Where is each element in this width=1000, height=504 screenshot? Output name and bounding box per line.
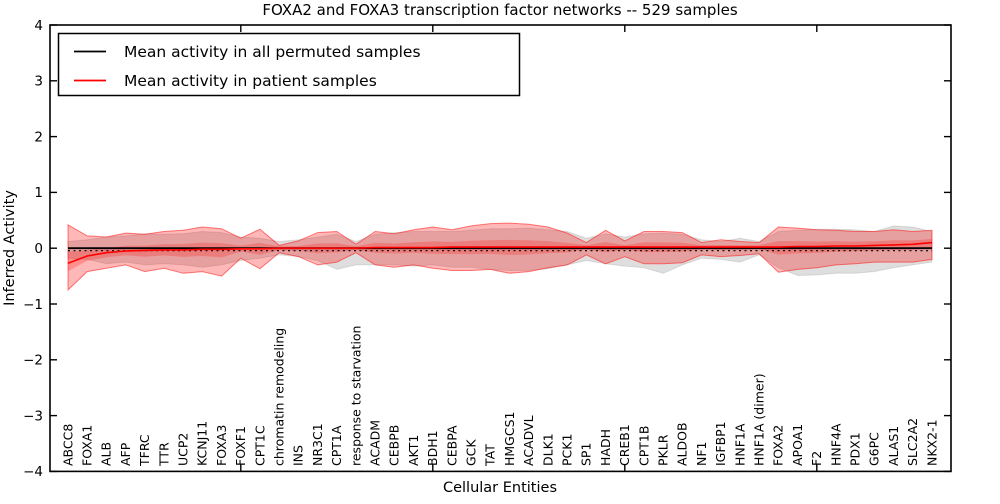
x-category-label: CEBPA	[444, 425, 459, 466]
x-category-label: PCK1	[559, 434, 574, 466]
x-category-label: IGFBP1	[713, 421, 728, 466]
plot-area: 4 3 2 1 0 −1 −2 −3 −4 ABCC8 FOXA1 ALB AFP TFRC TTR UCP2…	[23, 18, 951, 480]
x-category-label: ALB	[99, 442, 114, 466]
y-tick-label: −2	[23, 353, 43, 369]
y-tick-label: −1	[23, 297, 43, 313]
x-category-label: CPT1B	[636, 426, 651, 466]
x-category-label: GCK	[463, 439, 478, 466]
x-category-label: ALAS1	[886, 426, 901, 466]
x-category-label: CEBPB	[387, 425, 402, 466]
y-tick-label: 2	[34, 129, 43, 145]
x-category-label: TAT	[483, 444, 498, 467]
x-category-label: BDH1	[425, 430, 440, 466]
x-category-label: TTR	[156, 442, 171, 467]
y-tick-label: 3	[34, 74, 43, 90]
x-category-label: FOXA1	[79, 425, 94, 466]
x-category-label: CPT1C	[252, 425, 267, 466]
x-category-label: KCNJ11	[195, 421, 210, 466]
legend-label-patient: Mean activity in patient samples	[124, 72, 377, 90]
x-category-label: APOA1	[790, 424, 805, 466]
x-category-label: ACADVL	[521, 415, 536, 466]
x-category-label: G6PC	[867, 432, 882, 466]
permuted-std-band	[67, 225, 933, 277]
chart-title: FOXA2 and FOXA3 transcription factor net…	[262, 1, 738, 19]
x-category-label: UCP2	[175, 433, 190, 466]
x-category-label: HNF1A	[732, 423, 747, 466]
x-category-label: PDX1	[847, 432, 862, 466]
x-category-label: SP1	[579, 443, 594, 466]
y-axis-label: Inferred Activity	[2, 190, 18, 306]
legend: Mean activity in all permuted samples Me…	[57, 32, 521, 97]
x-category-label: ALDOB	[675, 422, 690, 466]
x-category-label: response to starvation	[348, 326, 363, 467]
x-category-label: HADH	[598, 429, 613, 466]
x-category-label: AKT1	[406, 435, 421, 466]
x-category-label: F2	[809, 451, 824, 466]
y-tick-label: 1	[34, 185, 43, 201]
x-category-label: FOXA2	[771, 425, 786, 466]
y-tick-label: −4	[23, 464, 43, 480]
y-tick-label: 4	[34, 18, 43, 34]
patient-mean-line	[67, 241, 933, 265]
axes-spines	[49, 24, 952, 473]
x-category-label: NF1	[694, 442, 709, 467]
x-category-label: FOXF1	[233, 426, 248, 466]
x-category-label: SLC2A2	[905, 418, 920, 466]
x-category-label: PKLR	[655, 434, 670, 466]
x-category-label: CPT1A	[329, 425, 344, 466]
x-category-label: HMGCS1	[502, 412, 517, 467]
x-category-label: CREB1	[617, 424, 632, 466]
x-category-label: FOXA3	[214, 425, 229, 466]
x-category-label: TFRC	[137, 434, 152, 467]
legend-box	[57, 32, 521, 97]
x-category-label: HNF4A	[828, 423, 843, 466]
patient-std-band	[67, 222, 933, 292]
x-axis-label: Cellular Entities	[443, 480, 557, 496]
y-tick-label: −3	[23, 408, 43, 424]
x-category-label: HNF1A (dimer)	[751, 373, 766, 466]
x-category-label: INS	[291, 445, 306, 466]
x-category-label: AFP	[118, 442, 133, 466]
x-category-label: ACADM	[367, 420, 382, 466]
x-category-label: chromatin remodeling	[271, 328, 286, 466]
x-category-label: DLK1	[540, 433, 555, 466]
x-category-label: NKX2-1	[924, 419, 939, 466]
legend-label-permuted: Mean activity in all permuted samples	[124, 43, 421, 61]
x-category-label: ABCC8	[60, 424, 75, 466]
y-tick-label: 0	[34, 241, 43, 257]
x-category-label: NR3C1	[310, 423, 325, 466]
